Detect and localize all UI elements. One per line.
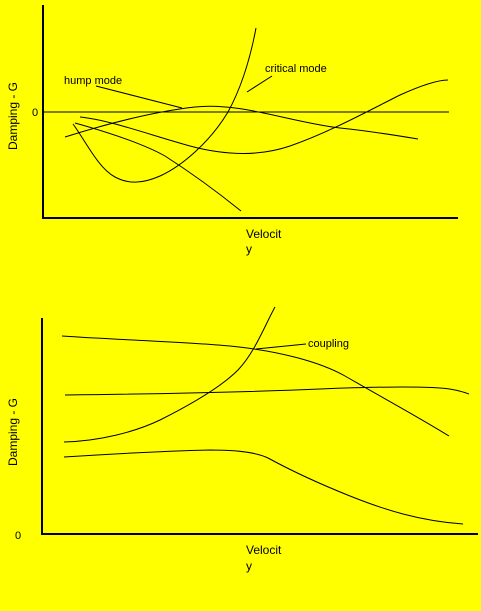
- top-x-axis-label-line1: Velocit: [246, 227, 282, 241]
- top-critical-mode-curve: [72, 27, 257, 183]
- top-y-tick-zero: 0: [32, 107, 38, 119]
- bottom-flat-curve: [64, 386, 470, 396]
- top-y-axis-label: Damping - G: [6, 82, 20, 150]
- bottom-top-decaying-curve: [61, 335, 450, 437]
- bottom-x-axis-label-line2: y: [246, 559, 252, 573]
- top-chart: hump mode critical mode 0 Damping - G Ve…: [6, 5, 458, 256]
- top-critical-mode-label: critical mode: [265, 63, 327, 75]
- top-mode-curve-c: [79, 79, 449, 155]
- top-mode-curve-d: [74, 122, 242, 212]
- top-critical-mode-leader: [246, 75, 273, 93]
- top-x-axis-label-line2: y: [246, 242, 252, 256]
- top-hump-mode-label: hump mode: [64, 75, 122, 87]
- bottom-coupling-rising-curve: [63, 306, 276, 443]
- bottom-coupling-label: coupling: [308, 338, 349, 350]
- bottom-coupling-leader: [255, 343, 307, 350]
- bottom-x-axis-label-line1: Velocit: [246, 543, 282, 557]
- top-hump-mode-curve: [64, 105, 419, 140]
- bottom-chart: coupling 0 Damping - G Velocit y: [6, 306, 478, 573]
- top-hump-mode-leader: [95, 85, 183, 109]
- bottom-y-tick-zero: 0: [15, 530, 21, 542]
- bottom-lower-decaying-curve: [63, 449, 464, 525]
- bottom-y-axis-label: Damping - G: [6, 398, 20, 466]
